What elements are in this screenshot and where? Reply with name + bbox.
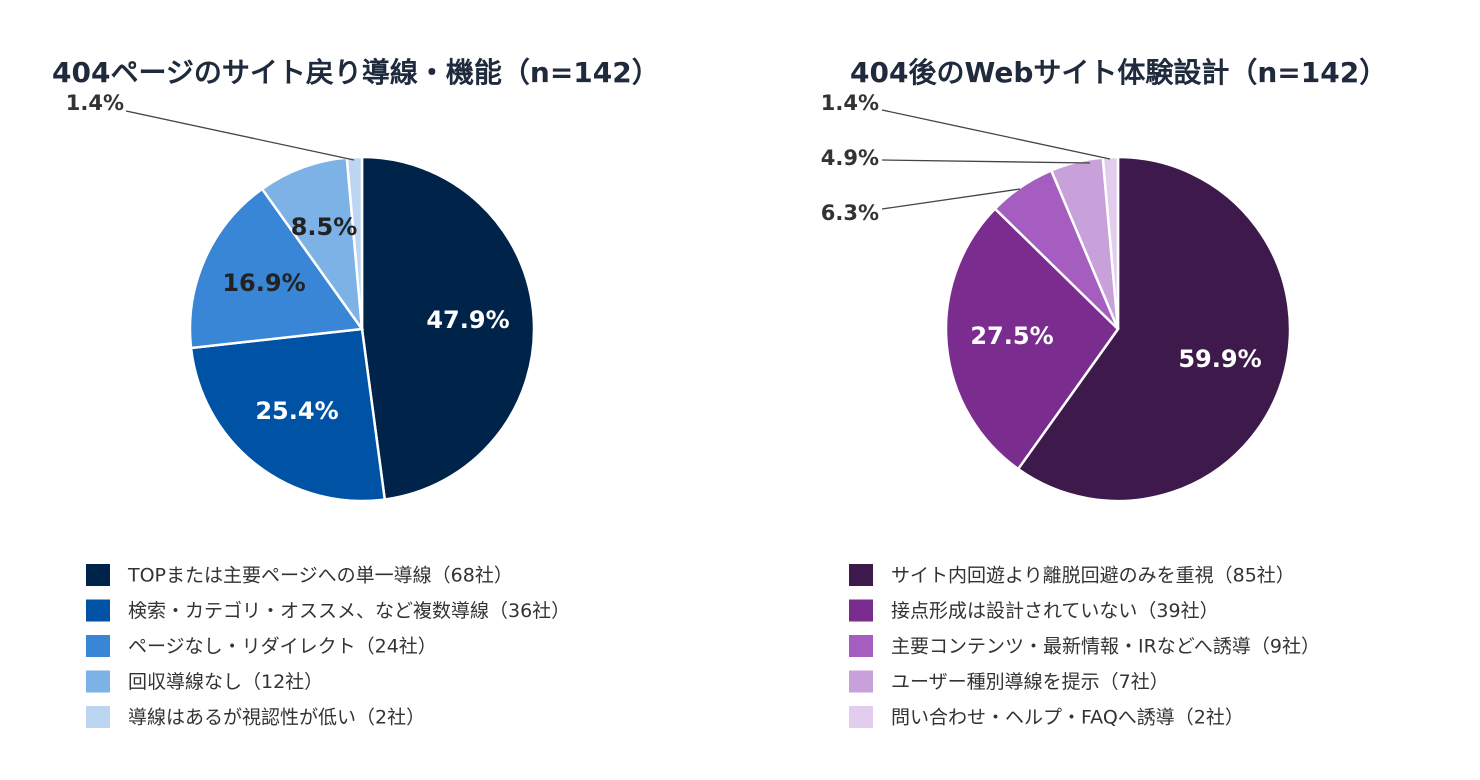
pie-slices — [188, 155, 536, 503]
legend-swatch — [849, 706, 873, 728]
slice-percent-label: 4.9% — [821, 146, 879, 170]
legend-swatch — [849, 599, 873, 622]
pie-labels: 47.9% 25.4% 16.9% 8.5% 1.4% — [66, 91, 510, 425]
slice-percent-label: 8.5% — [291, 213, 358, 241]
slice-percent-label: 16.9% — [222, 269, 305, 297]
chart-title: 404後のWebサイト体験設計（n=142） — [850, 56, 1387, 89]
chart-title: 404ページのサイト戻り導線・機能（n=142） — [52, 56, 660, 89]
slice-percent-label: 6.3% — [821, 201, 879, 225]
slice-percent-label: 27.5% — [970, 322, 1053, 350]
pie-chart-return-paths: 404ページのサイト戻り導線・機能（n=142） 47.9% 25.4% 16.9%… — [52, 56, 660, 729]
slice-percent-label: 47.9% — [426, 306, 509, 334]
leader-line — [125, 110, 355, 161]
leader-line — [881, 188, 1021, 210]
slice-percent-label: 25.4% — [255, 397, 338, 425]
pie-slice — [188, 187, 365, 350]
pie-slice — [360, 155, 536, 501]
legend-label: 導線はあるが視認性が低い（2社） — [128, 707, 425, 729]
legend-label: 回収導線なし（12社） — [128, 671, 323, 693]
legend-swatch — [849, 670, 873, 693]
slice-percent-label: 1.4% — [821, 91, 879, 115]
legend-label: ページなし・リダイレクト（24社） — [128, 636, 437, 658]
pie-slices — [944, 155, 1292, 503]
legend-label: 検索・カテゴリ・オススメ、など複数導線（36社） — [128, 600, 570, 622]
pie-chart-experience-design: 404後のWebサイト体験設計（n=142） 59.9% 27.5% 6.3% 4.9… — [821, 56, 1387, 729]
leader-line — [881, 159, 1091, 164]
legend-swatch — [86, 670, 110, 693]
legend-swatch — [849, 564, 873, 586]
slice-percent-label: 1.4% — [66, 91, 124, 115]
leader-line — [881, 109, 1111, 160]
legend-label: 主要コンテンツ・最新情報・IRなどへ誘導（9社） — [891, 636, 1320, 658]
legend: サイト内回遊より離脱回避のみを重視（85社） 接点形成は設計されていない（39社）… — [849, 564, 1320, 729]
legend-swatch — [86, 599, 110, 622]
slice-percent-label: 59.9% — [1178, 345, 1261, 373]
legend: TOPまたは主要ページへの単一導線（68社） 検索・カテゴリ・オススメ、など複数導… — [86, 564, 570, 729]
legend-swatch — [849, 635, 873, 657]
legend-swatch — [86, 564, 110, 586]
pie-slice — [1016, 155, 1292, 503]
legend-label: TOPまたは主要ページへの単一導線（68社） — [127, 565, 513, 587]
pie-slice — [189, 327, 387, 503]
pie-labels: 59.9% 27.5% 6.3% 4.9% 1.4% — [821, 91, 1262, 373]
pie-slice — [345, 155, 364, 330]
legend-label: 接点形成は設計されていない（39社） — [891, 600, 1219, 622]
legend-label: 問い合わせ・ヘルプ・FAQへ誘導（2社） — [891, 707, 1244, 729]
pie-slice — [944, 206, 1120, 471]
legend-label: ユーザー種別導線を提示（7社） — [891, 671, 1169, 693]
legend-label: サイト内回遊より離脱回避のみを重視（85社） — [891, 565, 1295, 587]
legend-swatch — [86, 706, 110, 728]
legend-swatch — [86, 635, 110, 657]
